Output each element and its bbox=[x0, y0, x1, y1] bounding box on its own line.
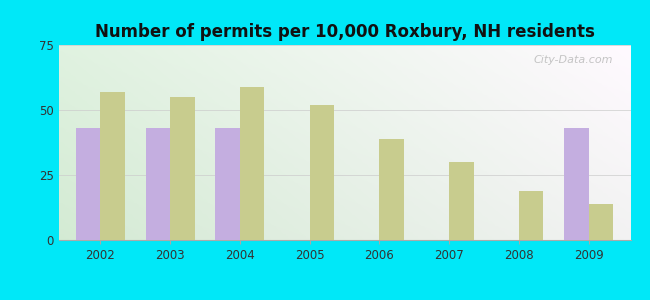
Bar bbox=[309, 105, 334, 240]
Bar bbox=[449, 162, 474, 240]
Title: Number of permits per 10,000 Roxbury, NH residents: Number of permits per 10,000 Roxbury, NH… bbox=[94, 23, 595, 41]
Bar bbox=[146, 128, 170, 240]
Bar bbox=[380, 139, 404, 240]
Text: City-Data.com: City-Data.com bbox=[534, 55, 614, 65]
Bar bbox=[215, 128, 240, 240]
Bar bbox=[519, 190, 543, 240]
Bar bbox=[240, 87, 265, 240]
Bar bbox=[76, 128, 100, 240]
Bar bbox=[564, 128, 589, 240]
Bar bbox=[100, 92, 125, 240]
Bar bbox=[170, 97, 194, 240]
Bar bbox=[589, 204, 613, 240]
